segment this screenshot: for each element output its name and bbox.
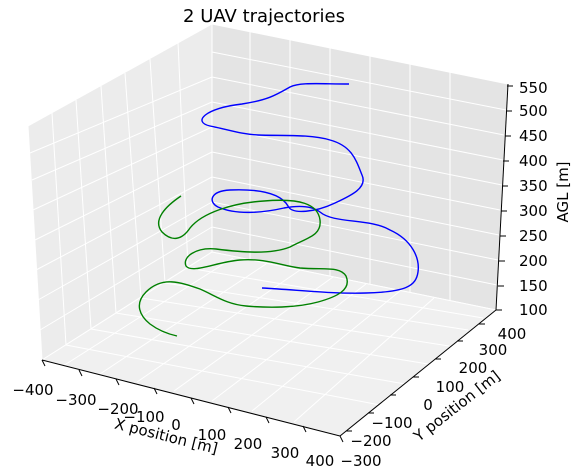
x-tick-label: 100 [198,426,227,444]
y-tick-labels: −300 −200 −100 0 100 200 300 400 [340,325,526,468]
z-tick-labels: 100 150 200 250 300 350 400 450 500 550 [519,79,548,319]
x-axis-label: X position [m] [113,415,220,458]
x-tick-label: −100 [123,408,164,426]
x-tick-labels: −400 −300 −200 −100 0 100 200 300 400 [12,381,334,468]
z-tick-label: 550 [519,79,548,97]
x-tick-label: 400 [306,452,335,468]
y-tick-label: 400 [498,325,527,343]
y-tick-label: 0 [423,396,433,414]
y-axis-line [339,309,497,437]
z-tick-label: 400 [519,152,548,170]
y-tick-label: −100 [371,414,412,432]
chart-title: 2 UAV trajectories [183,6,345,27]
x-tick-label: −200 [97,400,138,418]
z-axis-label: AGL [m] [554,161,572,222]
uav-2-trajectory [138,195,348,337]
z-tick-label: 350 [519,177,548,195]
y-tick-label: 300 [479,341,508,359]
x-tick-label: −400 [12,381,53,399]
z-tick-label: 100 [519,301,548,319]
z-tick-label: 300 [519,202,548,220]
z-axis-line [495,83,509,311]
x-tick-label: −300 [55,391,96,409]
x-tick-label: 200 [234,435,263,453]
z-tick-label: 500 [519,102,548,120]
z-tick-label: 150 [519,277,548,295]
grid-lines [29,32,507,423]
x-tick-label: 300 [271,444,300,462]
z-tick-label: 450 [519,127,548,145]
y-tick-label: 100 [436,378,465,396]
y-tick-label: −200 [350,432,391,450]
x-tick-label: 0 [171,416,181,434]
z-tick-label: 250 [519,227,548,245]
z-tick-label: 200 [519,252,548,270]
y-tick-label: −300 [340,452,381,468]
tick-marks [41,85,513,443]
y-tick-label: 200 [459,359,488,377]
